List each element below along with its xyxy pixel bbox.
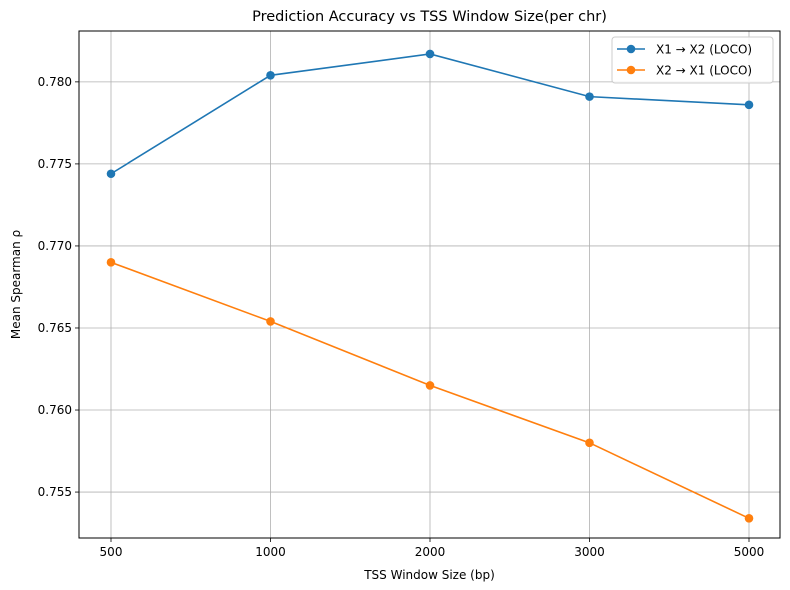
y-axis-ticks: 0.755 0.760 0.765 0.770 0.775 0.780 bbox=[38, 75, 79, 499]
legend-item: X1 → X2 (LOCO) bbox=[617, 43, 752, 57]
grid-lines bbox=[79, 31, 780, 538]
series-layer bbox=[106, 49, 754, 523]
data-point bbox=[425, 49, 435, 59]
x-axis-label: TSS Window Size (bp) bbox=[363, 568, 495, 582]
x-axis-ticks: 500 1000 2000 3000 5000 bbox=[100, 538, 765, 559]
legend: X1 → X2 (LOCO) X2 → X1 (LOCO) bbox=[611, 36, 774, 84]
x-tick-label: 5000 bbox=[734, 545, 765, 559]
data-point bbox=[266, 317, 275, 326]
data-point bbox=[425, 381, 435, 390]
y-tick-label: 0.770 bbox=[38, 239, 72, 253]
legend-label: X1 → X2 (LOCO) bbox=[656, 43, 752, 57]
y-axis-label: Mean Spearman ρ bbox=[9, 230, 23, 339]
legend-label: X2 → X1 (LOCO) bbox=[656, 64, 752, 78]
y-tick-label: 0.780 bbox=[38, 75, 72, 89]
data-point bbox=[744, 100, 754, 110]
y-tick-label: 0.765 bbox=[38, 321, 72, 335]
y-tick-label: 0.755 bbox=[38, 485, 72, 499]
data-point bbox=[106, 258, 116, 267]
x-tick-label: 3000 bbox=[574, 545, 605, 559]
data-point bbox=[744, 514, 754, 523]
plot-frame bbox=[78, 30, 781, 539]
legend-swatch-marker bbox=[626, 44, 636, 54]
y-tick-label: 0.760 bbox=[38, 403, 72, 417]
legend-swatch-marker bbox=[626, 65, 636, 75]
legend-item: X2 → X1 (LOCO) bbox=[617, 64, 752, 78]
series-1 bbox=[106, 49, 754, 179]
x-tick-label: 500 bbox=[100, 545, 123, 559]
y-tick-label: 0.775 bbox=[38, 157, 72, 171]
series-2 bbox=[106, 258, 754, 523]
legend-box bbox=[611, 36, 774, 84]
data-point bbox=[585, 92, 594, 101]
x-tick-label: 2000 bbox=[415, 545, 446, 559]
x-tick-label: 1000 bbox=[255, 545, 286, 559]
data-point bbox=[585, 438, 594, 448]
data-point bbox=[266, 71, 275, 80]
chart-title: Prediction Accuracy vs TSS Window Size(p… bbox=[252, 9, 607, 25]
data-point bbox=[106, 169, 116, 179]
